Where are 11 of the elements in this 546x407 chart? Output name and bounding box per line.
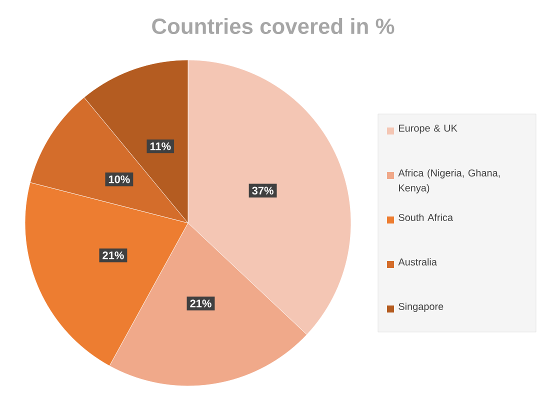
legend-label: Australia xyxy=(398,258,437,266)
data-label: 21% xyxy=(102,252,124,260)
data-label: 11% xyxy=(150,142,171,150)
data-label: 21% xyxy=(190,300,212,308)
data-label: 10% xyxy=(108,175,130,184)
legend-label: South Africa xyxy=(398,214,454,222)
data-label: 37% xyxy=(252,186,274,195)
legend-label: Singapore xyxy=(398,302,444,312)
chart-title: Countries covered in % xyxy=(152,18,394,34)
legend-label: Europe & UK xyxy=(399,124,458,134)
legend-label: Africa (Nigeria, Ghana, Kenya) xyxy=(398,169,500,194)
